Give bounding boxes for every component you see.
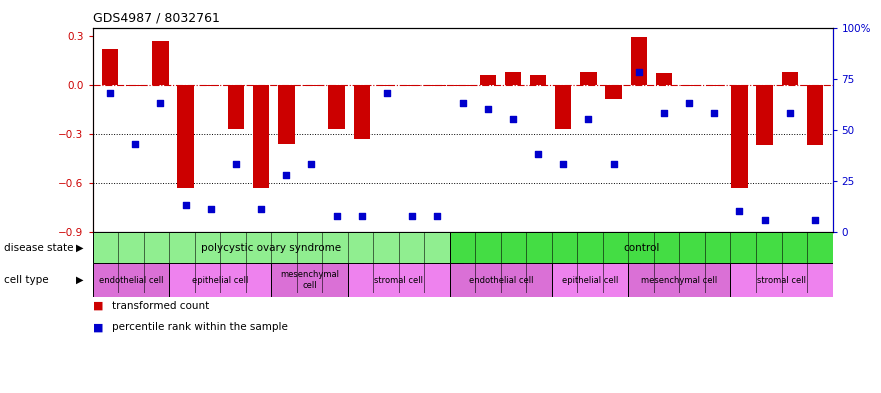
Point [153,100,167,106]
Bar [348,263,450,297]
Bar [529,75,546,85]
Bar [303,85,320,86]
Bar [102,49,118,85]
Point [657,110,671,116]
Bar [450,232,833,263]
Bar [429,85,446,86]
Bar [379,85,396,86]
Bar [605,85,622,99]
Text: polycystic ovary syndrome: polycystic ovary syndrome [201,242,341,253]
Bar [253,85,270,188]
Point [682,100,696,106]
Text: percentile rank within the sample: percentile rank within the sample [112,322,288,332]
Bar [93,263,169,297]
Text: ▶: ▶ [76,242,84,253]
Bar [93,232,450,263]
Bar [127,85,144,86]
Text: stromal cell: stromal cell [374,275,423,285]
Bar [329,85,344,129]
Bar [807,85,823,145]
Text: transformed count: transformed count [112,301,209,310]
Bar [203,85,219,86]
Bar [505,72,521,85]
Point [254,206,268,213]
Bar [706,85,722,86]
Point [758,217,772,223]
Text: ■: ■ [93,322,103,332]
Bar [228,85,244,129]
Text: epithelial cell: epithelial cell [192,275,248,285]
Bar [757,85,773,145]
Bar [555,85,572,129]
Bar [631,37,647,85]
Bar [455,85,470,86]
Text: disease state: disease state [4,242,74,253]
Bar [479,75,496,85]
Text: endothelial cell: endothelial cell [469,275,533,285]
Bar [404,85,420,86]
Bar [681,85,697,86]
Bar [177,85,194,188]
Text: mesenchymal
cell: mesenchymal cell [280,270,339,290]
Bar [271,263,348,297]
Bar [552,263,628,297]
Bar [781,72,798,85]
Bar [169,263,271,297]
Point [606,161,620,167]
Text: endothelial cell: endothelial cell [99,275,163,285]
Point [430,212,444,219]
Text: GDS4987 / 8032761: GDS4987 / 8032761 [93,12,219,25]
Point [279,171,293,178]
Point [632,69,646,75]
Bar [581,72,596,85]
Point [455,100,470,106]
Point [204,206,218,213]
Bar [450,263,552,297]
Bar [731,85,748,188]
Text: mesenchymal cell: mesenchymal cell [641,275,717,285]
Bar [730,263,833,297]
Text: ▶: ▶ [76,275,84,285]
Bar [628,263,730,297]
Point [581,116,596,123]
Point [481,106,495,112]
Point [355,212,369,219]
Point [179,202,193,208]
Text: stromal cell: stromal cell [757,275,806,285]
Bar [655,73,672,85]
Point [556,161,570,167]
Point [405,212,419,219]
Point [808,217,822,223]
Point [506,116,520,123]
Text: control: control [623,242,659,253]
Point [229,161,243,167]
Point [732,208,746,215]
Bar [152,40,168,85]
Point [531,151,545,157]
Point [129,141,143,147]
Text: ■: ■ [93,301,103,310]
Point [329,212,344,219]
Point [103,90,117,96]
Point [380,90,394,96]
Bar [278,85,294,143]
Point [305,161,319,167]
Text: cell type: cell type [4,275,49,285]
Point [782,110,796,116]
Text: epithelial cell: epithelial cell [562,275,618,285]
Bar [353,85,370,139]
Point [707,110,722,116]
